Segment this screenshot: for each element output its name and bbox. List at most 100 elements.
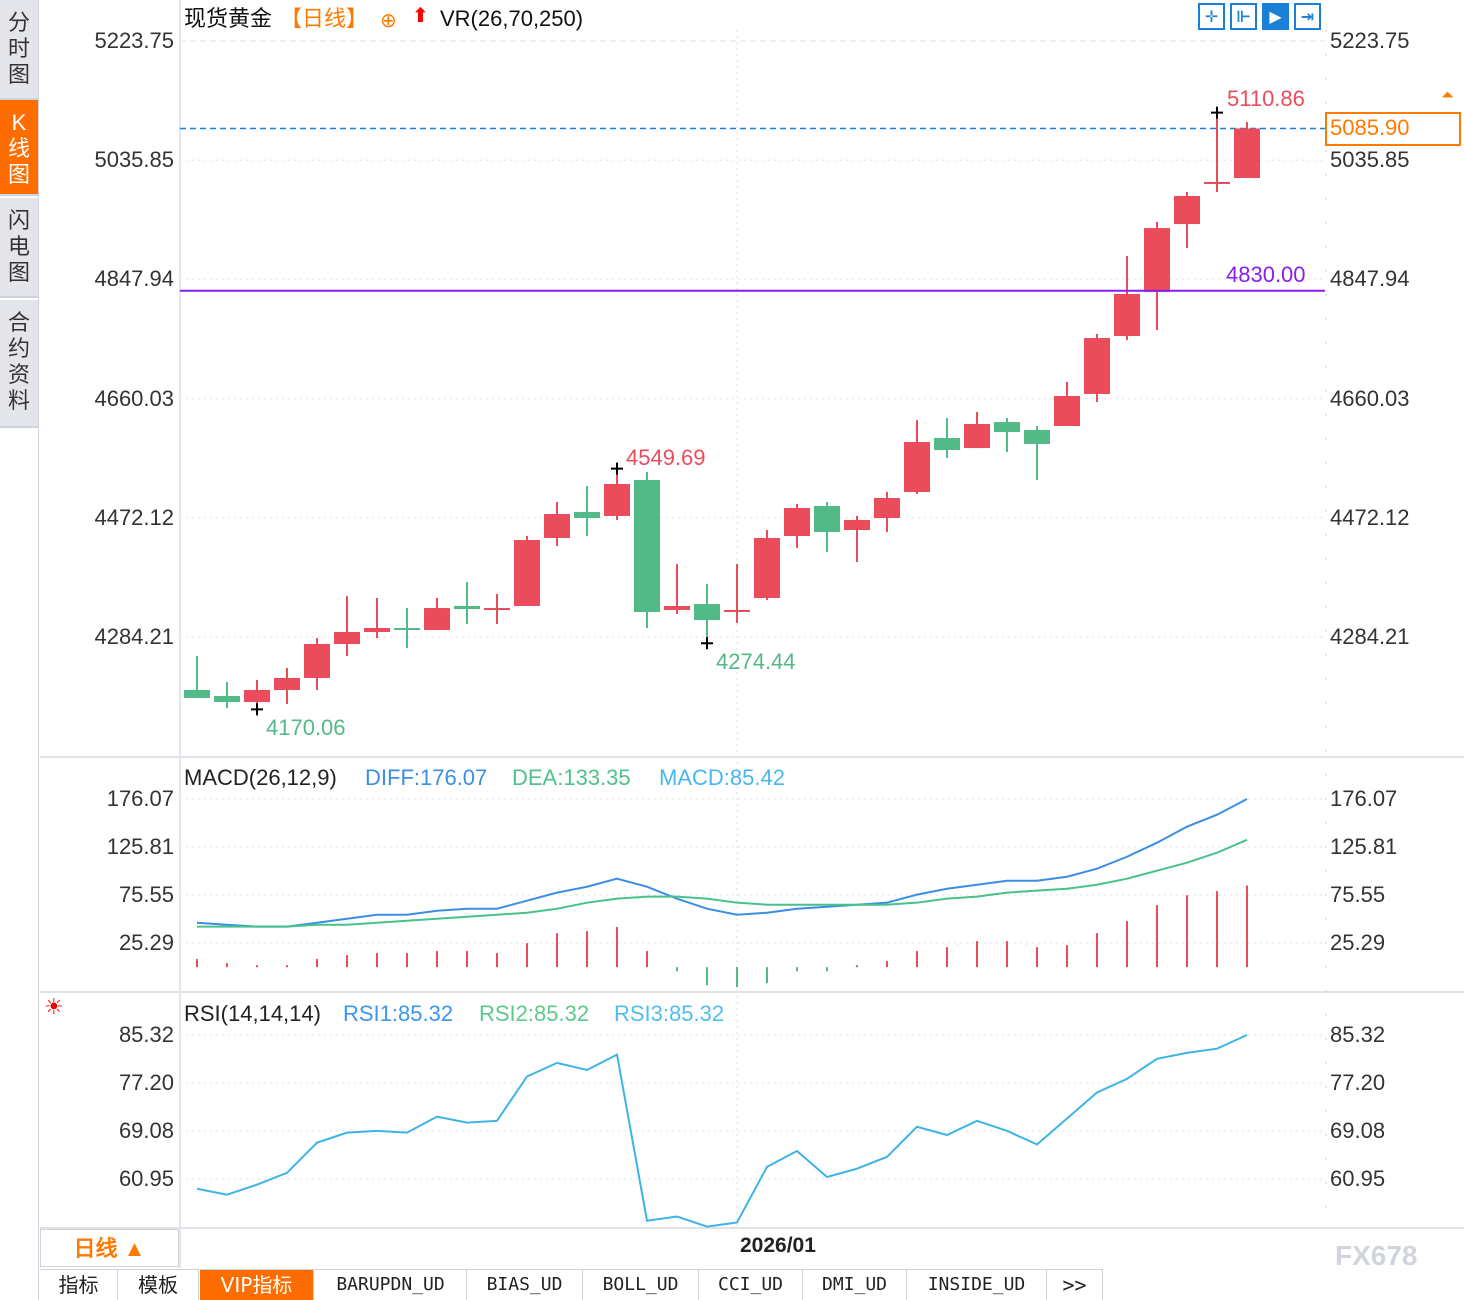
period-label[interactable]: 【日线】 [280,6,369,31]
crosshair-icon[interactable]: ✛ [1198,3,1225,30]
macd-diff-value: DIFF:176.07 [365,765,488,790]
candle-body [964,423,990,449]
candle-body [1144,228,1170,292]
candle-body [184,689,210,698]
candle-body [394,628,420,631]
rsi1-value: RSI1:85.32 [343,1001,454,1026]
local-low-annotation: 4274.44 [716,649,796,674]
macd-title: MACD(26,12,9) [184,765,337,790]
candle-body [364,628,390,632]
candle-body [214,696,240,703]
candle-body [514,540,540,606]
candle-body [694,604,720,621]
main-y-tick-left: 4660.03 [94,385,174,411]
tab-indicators[interactable]: 指标 [40,1269,118,1300]
tab-barupdn-ud[interactable]: BARUPDN_UD [315,1269,467,1300]
candle-body [424,608,450,630]
rsi-y-tick-right: 60.95 [1330,1166,1386,1192]
candle-body [874,498,900,519]
candle-body [994,422,1020,432]
tab-templates[interactable]: 模板 [118,1269,199,1300]
support-line-label: 4830.00 [1226,262,1306,287]
macd-diff-line [196,798,1248,928]
main-y-tick-left: 5223.75 [94,28,174,53]
rsi3-value: RSI3:85.32 [614,1001,725,1026]
macd-y-tick-left: 125.81 [106,833,174,859]
candle-body [934,438,960,451]
candle-body [274,677,300,690]
tab-inside-ud[interactable]: INSIDE_UD [907,1269,1047,1300]
rsi2-value: RSI2:85.32 [479,1001,590,1026]
local-high-annotation: 4549.69 [626,445,706,470]
tab-cci-ud[interactable]: CCI_UD [699,1269,803,1300]
zoom-range-icon[interactable]: ⊩ [1230,3,1257,30]
tab-boll-ud[interactable]: BOLL_UD [583,1269,699,1300]
main-y-tick-right: 4472.12 [1330,504,1410,530]
main-y-tick-right: 4284.21 [1330,624,1410,649]
indicator-label: VR(26,70,250) [440,6,584,31]
red-up-arrow-icon: ⬆ [412,3,429,27]
symbol-title: 现货黄金 [184,6,273,31]
rsi-y-tick-left: 69.08 [118,1117,174,1143]
tab-dmi-ud[interactable]: DMI_UD [803,1269,907,1300]
candle-body [814,506,840,533]
candle-body [244,689,270,703]
rsi-y-tick-right: 69.08 [1330,1117,1386,1143]
main-y-tick-right: 5035.85 [1330,147,1410,173]
macd-dea-value: DEA:133.35 [512,765,631,790]
rsi-y-tick-right: 77.20 [1330,1069,1386,1095]
macd-y-tick-right: 125.81 [1330,833,1398,859]
extreme-marker-icon [611,462,623,475]
candle-body [634,480,660,613]
candle-body [724,609,750,612]
candle-body [1234,128,1260,178]
sun-indicator-icon[interactable]: ☀ [44,994,64,1019]
candle-body [1054,396,1080,427]
play-forward-icon[interactable]: ▶ [1262,3,1289,30]
macd-dea-line [197,838,1248,928]
macd-y-tick-right: 176.07 [1330,785,1398,811]
macd-histogram-value: MACD:85.42 [659,765,785,790]
tab-bias-ud[interactable]: BIAS_UD [467,1269,583,1300]
main-y-tick-right: 5223.75 [1330,28,1410,53]
tab-more[interactable]: >> [1047,1269,1103,1300]
macd-y-tick-left: 25.29 [118,930,174,955]
candle-body [1024,430,1050,444]
main-y-tick-left: 5035.85 [94,147,174,173]
candle-body [1174,196,1200,225]
extreme-marker-icon [701,637,713,650]
rsi-line [196,1034,1248,1228]
macd-y-tick-left: 75.55 [118,881,174,907]
candle-body [1204,181,1230,184]
last-price-box: 5085.90 [1325,112,1461,146]
low-price-annotation: 4170.06 [266,715,346,740]
rsi-y-tick-left: 85.32 [118,1022,174,1047]
candle-body [484,608,510,611]
move-right-icon[interactable]: ⇥ [1294,3,1321,30]
candle-body [454,605,480,610]
candle-body [304,643,330,678]
main-y-tick-left: 4472.12 [94,504,174,530]
period-selector-button[interactable]: 日线 ▲ [40,1229,179,1267]
rsi-y-tick-right: 85.32 [1330,1022,1386,1047]
scroll-top-icon[interactable]: ⏶ [1441,87,1454,104]
sidebar-tab-contract-info[interactable]: 合约资料 [0,300,38,428]
extreme-marker-icon [251,703,263,716]
sidebar-tab-timeshare[interactable]: 分时图 [0,0,38,100]
high-price-annotation: 5110.86 [1227,86,1305,111]
tab-vip-indicators[interactable]: VIP指标 [200,1269,314,1300]
candle-body [784,507,810,537]
sidebar-tab-kline[interactable]: K线图 [0,100,38,196]
main-y-tick-left: 4284.21 [94,624,174,649]
macd-y-tick-left: 176.07 [106,785,174,811]
rsi-y-tick-left: 60.95 [118,1166,174,1192]
main-y-tick-left: 4847.94 [94,266,174,292]
candle-body [334,631,360,644]
candle-body [544,514,570,538]
candle-body [604,484,630,516]
sidebar-tab-flash[interactable]: 闪电图 [0,198,38,298]
crosshair-circle-icon[interactable]: ⊕ [380,10,397,32]
candle-body [844,519,870,530]
candle-body [904,442,930,492]
